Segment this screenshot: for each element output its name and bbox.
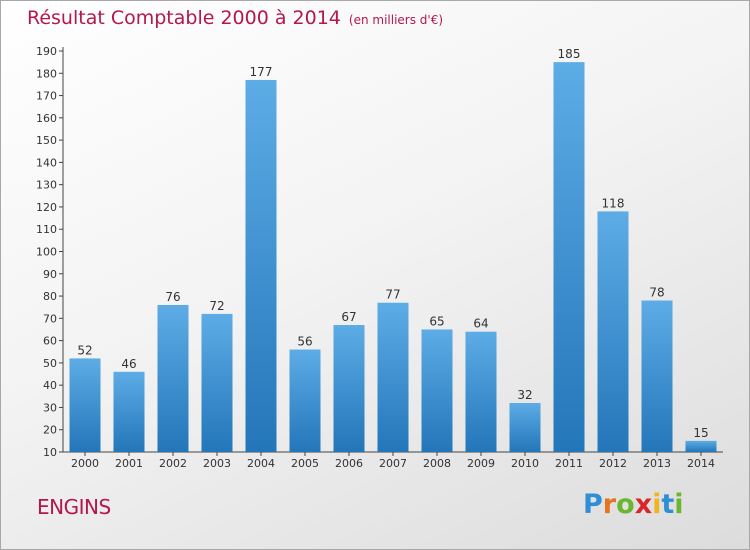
bars: 52 46 76 72 177 56 67 77 65 64 32 185 118 78 15 bbox=[69, 47, 717, 453]
bar-2010 bbox=[509, 402, 541, 452]
bar-value-label: 46 bbox=[121, 357, 136, 371]
x-tick-label: 2004 bbox=[247, 457, 275, 470]
y-tick-label: 20 bbox=[43, 424, 57, 437]
y-tick-label: 140 bbox=[36, 156, 57, 169]
y-tick-label: 170 bbox=[36, 90, 57, 103]
y-tick-label: 100 bbox=[36, 246, 57, 259]
bar-2004 bbox=[245, 79, 277, 452]
y-tick-label: 190 bbox=[36, 45, 57, 58]
y-tick-label: 130 bbox=[36, 179, 57, 192]
bar-2011 bbox=[553, 62, 585, 453]
bar-2000 bbox=[69, 358, 101, 452]
bar-value-label: 78 bbox=[649, 286, 664, 300]
y-tick-label: 180 bbox=[36, 67, 57, 80]
bar-value-label: 72 bbox=[209, 299, 224, 313]
logo-letter: t bbox=[661, 489, 675, 520]
bar-value-label: 185 bbox=[558, 47, 581, 61]
y-axis: 10 20 30 40 50 60 70 80 90 100 110 120 130 140 150 160 1… bbox=[36, 45, 64, 459]
x-tick-label: 2005 bbox=[291, 457, 319, 470]
x-tick-label: 2003 bbox=[203, 457, 231, 470]
y-tick-label: 160 bbox=[36, 112, 57, 125]
y-tick-label: 70 bbox=[43, 312, 57, 325]
bar-value-label: 77 bbox=[385, 288, 400, 302]
commune-name: ENGINS bbox=[37, 495, 111, 519]
bar-2007 bbox=[377, 302, 409, 452]
y-tick-label: 40 bbox=[43, 379, 57, 392]
bar-value-label: 65 bbox=[429, 314, 444, 328]
x-tick-label: 2002 bbox=[159, 457, 187, 470]
x-tick-label: 2000 bbox=[71, 457, 99, 470]
x-tick-label: 2006 bbox=[335, 457, 363, 470]
bar-2008 bbox=[421, 329, 453, 452]
bar-2001 bbox=[113, 371, 145, 452]
bar-2006 bbox=[333, 325, 365, 452]
bar-value-label: 64 bbox=[473, 317, 488, 331]
y-tick-label: 50 bbox=[43, 357, 57, 370]
x-tick-label: 2010 bbox=[511, 457, 539, 470]
logo-letter: P bbox=[583, 489, 603, 520]
x-tick-label: 2014 bbox=[687, 457, 715, 470]
bar-2012 bbox=[597, 211, 629, 452]
bar-2002 bbox=[157, 304, 189, 452]
x-axis: 2000 2001 2002 2003 2004 2005 2006 2007 2008 2009… bbox=[63, 451, 723, 470]
bar-value-label: 118 bbox=[602, 196, 625, 210]
x-tick-label: 2007 bbox=[379, 457, 407, 470]
y-tick-label: 60 bbox=[43, 335, 57, 348]
y-tick-label: 80 bbox=[43, 290, 57, 303]
x-tick-label: 2012 bbox=[599, 457, 627, 470]
bar-2005 bbox=[289, 349, 321, 452]
bar-2003 bbox=[201, 313, 233, 452]
logo-letter: i bbox=[652, 489, 662, 520]
y-tick-label: 10 bbox=[43, 446, 57, 459]
y-tick-label: 110 bbox=[36, 223, 57, 236]
proxiti-logo: Proxiti bbox=[583, 489, 684, 520]
y-tick-label: 30 bbox=[43, 401, 57, 414]
bar-value-label: 56 bbox=[297, 335, 312, 349]
y-tick-label: 90 bbox=[43, 268, 57, 281]
y-tick-label: 150 bbox=[36, 134, 57, 147]
bar-value-label: 67 bbox=[341, 310, 356, 324]
bar-value-label: 15 bbox=[693, 426, 708, 440]
logo-letter: x bbox=[634, 489, 653, 520]
bar-2014 bbox=[685, 440, 717, 452]
chart-title-main: Résultat Comptable 2000 à 2014 bbox=[27, 7, 341, 29]
x-tick-label: 2013 bbox=[643, 457, 671, 470]
x-tick-label: 2011 bbox=[555, 457, 583, 470]
bar-value-label: 52 bbox=[77, 343, 92, 357]
bar-2013 bbox=[641, 300, 673, 452]
logo-letter: r bbox=[602, 489, 617, 520]
chart-title-unit: (en milliers d'€) bbox=[348, 13, 444, 27]
bar-value-label: 32 bbox=[517, 388, 532, 402]
x-tick-label: 2008 bbox=[423, 457, 451, 470]
bar-value-label: 76 bbox=[165, 290, 180, 304]
y-tick-label: 120 bbox=[36, 201, 57, 214]
bar-2009 bbox=[465, 331, 497, 452]
x-tick-label: 2009 bbox=[467, 457, 495, 470]
logo-letter: o bbox=[616, 489, 635, 520]
logo-letter: i bbox=[674, 489, 684, 520]
bar-value-label: 177 bbox=[250, 65, 273, 79]
chart-title: Résultat Comptable 2000 à 2014 (en millie… bbox=[27, 7, 443, 29]
x-tick-label: 2001 bbox=[115, 457, 143, 470]
